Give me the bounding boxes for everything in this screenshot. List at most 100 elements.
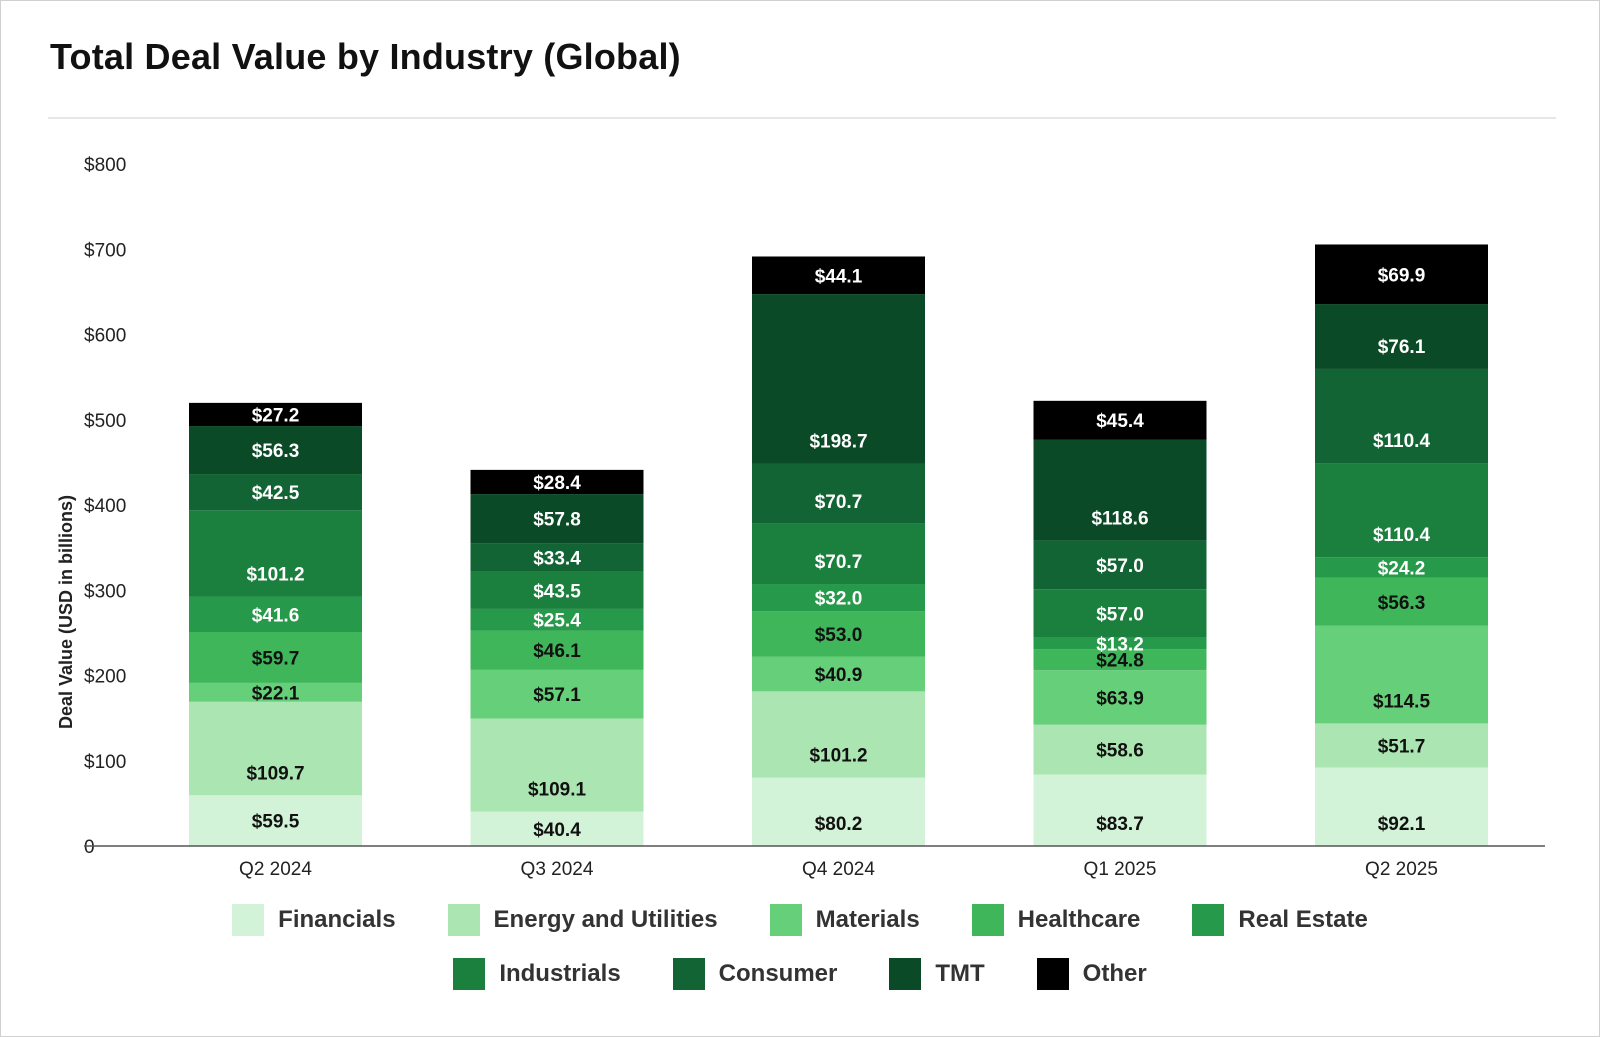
legend-swatch-real-estate [1192,904,1225,936]
bar-segment-financials [1315,767,1488,846]
data-label-materials: $22.1 [252,683,300,704]
data-label-real-estate: $41.6 [252,605,300,626]
bar-segment-other [752,256,925,295]
bar-segment-real-estate [752,584,925,612]
legend-swatch-healthcare [971,904,1004,936]
y-tick-label: $400 [84,496,126,517]
data-label-healthcare: $53.0 [815,625,863,646]
bar-segment-healthcare [1033,649,1207,671]
data-label-materials: $40.9 [815,665,863,686]
bar-segment-healthcare [189,632,362,683]
bar-segment-energy-and-utilities [1033,724,1207,775]
bar-segment-tmt [470,494,644,544]
bar-segment-financials [470,811,644,846]
bar-segment-energy-and-utilities [189,701,362,796]
data-label-other: $27.2 [252,405,300,426]
legend-swatch-consumer [672,958,705,990]
data-label-energy-and-utilities: $51.7 [1378,736,1426,757]
bar-segment-industrials [189,510,362,597]
y-tick-label: $300 [84,581,126,602]
bar-segment-consumer [752,463,925,524]
legend-label-real-estate: Real Estate [1238,906,1368,933]
data-label-real-estate: $32.0 [815,589,863,610]
bar-segment-industrials [470,571,644,609]
legend-item-other: Other [1036,958,1147,990]
data-label-industrials: $110.4 [1373,525,1430,546]
data-label-consumer: $110.4 [1373,431,1430,452]
data-label-other: $45.4 [1096,411,1144,432]
legend-swatch-other [1036,958,1069,990]
legend-item-consumer: Consumer [672,958,838,990]
bar-segment-healthcare [752,611,925,657]
legend-row-1: Financials Energy and Utilities Material… [0,904,1600,936]
legend-label-tmt: TMT [935,960,985,987]
data-label-materials: $114.5 [1373,691,1430,712]
legend-item-industrials: Industrials [453,958,621,990]
data-label-industrials: $43.5 [533,581,581,602]
bar-segment-real-estate [1315,557,1488,578]
bar-segment-materials [470,669,644,719]
data-label-industrials: $101.2 [246,565,304,586]
bar-segment-energy-and-utilities [752,691,925,778]
bar-segment-materials [1315,625,1488,724]
bar-segment-real-estate [1033,637,1207,650]
bar-segment-consumer [470,543,644,572]
bar-segment-tmt [1315,304,1488,369]
legend-swatch-tmt [889,958,922,990]
data-label-healthcare: $24.8 [1096,651,1144,672]
data-label-healthcare: $46.1 [533,641,581,662]
bar-segment-real-estate [470,608,644,631]
x-tick-label: Q1 2025 [1084,859,1157,880]
y-tick-label: $200 [84,667,126,688]
y-tick-label: $700 [84,240,126,261]
data-label-industrials: $70.7 [815,552,863,573]
legend-label-industrials: Industrials [499,960,621,987]
data-label-real-estate: $25.4 [533,611,581,632]
bar-segment-other [470,469,644,495]
bar-segment-other [189,402,362,427]
bar-segment-materials [752,656,925,692]
data-label-other: $69.9 [1378,265,1426,286]
data-label-real-estate: $24.2 [1378,558,1426,579]
legend-item-healthcare: Healthcare [971,904,1141,936]
y-axis-title: Deal Value (USD in billions) [56,495,76,729]
legend-label-energy-and-utilities: Energy and Utilities [493,906,718,933]
data-label-other: $44.1 [815,266,863,287]
bar-segment-tmt [1033,439,1207,541]
legend-swatch-materials [769,904,802,936]
data-label-healthcare: $59.7 [252,648,300,669]
bar-segment-financials [752,777,925,846]
legend-swatch-industrials [453,958,486,990]
data-label-financials: $80.2 [815,814,863,835]
y-tick-label: $500 [84,411,126,432]
x-tick-label: Q2 2024 [239,859,312,880]
data-label-consumer: $57.0 [1096,556,1144,577]
data-label-tmt: $56.3 [252,441,300,462]
x-tick-label: Q2 2025 [1365,859,1438,880]
bar-segment-real-estate [189,596,362,633]
data-label-industrials: $57.0 [1096,605,1144,626]
data-label-financials: $92.1 [1378,814,1426,835]
legend-swatch-energy-and-utilities [447,904,480,936]
data-label-financials: $83.7 [1096,814,1144,835]
bar-segment-financials [1033,774,1207,846]
legend-label-healthcare: Healthcare [1017,906,1141,933]
legend-item-real-estate: Real Estate [1192,904,1368,936]
y-tick-label: $100 [84,752,126,773]
bar-segment-consumer [1315,368,1488,464]
data-label-financials: $59.5 [252,812,300,833]
x-tick-label: Q4 2024 [802,859,875,880]
bar-segment-tmt [752,294,925,464]
legend-label-financials: Financials [278,906,396,933]
bar-segment-healthcare [1315,577,1488,626]
chart-title: Total Deal Value by Industry (Global) [50,36,681,77]
data-label-tmt: $57.8 [533,510,581,531]
legend-swatch-financials [232,904,265,936]
bar-segment-industrials [752,523,925,585]
legend-label-consumer: Consumer [718,960,838,987]
data-label-consumer: $33.4 [533,549,581,570]
data-label-energy-and-utilities: $101.2 [809,746,867,767]
bar-segment-industrials [1033,589,1207,638]
bar-segment-healthcare [470,630,644,670]
y-tick-label: 0 [84,837,95,858]
